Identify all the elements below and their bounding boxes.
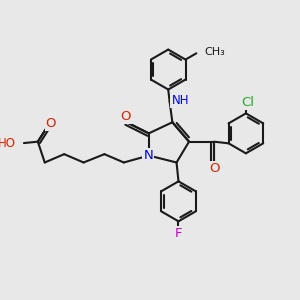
- Text: O: O: [46, 117, 56, 130]
- Text: F: F: [175, 227, 182, 240]
- Text: O: O: [120, 110, 130, 123]
- Text: HO: HO: [0, 136, 16, 150]
- Text: O: O: [209, 162, 220, 175]
- Text: CH₃: CH₃: [204, 46, 225, 57]
- Text: NH: NH: [171, 94, 189, 107]
- Text: N: N: [143, 149, 153, 162]
- Text: Cl: Cl: [241, 96, 254, 109]
